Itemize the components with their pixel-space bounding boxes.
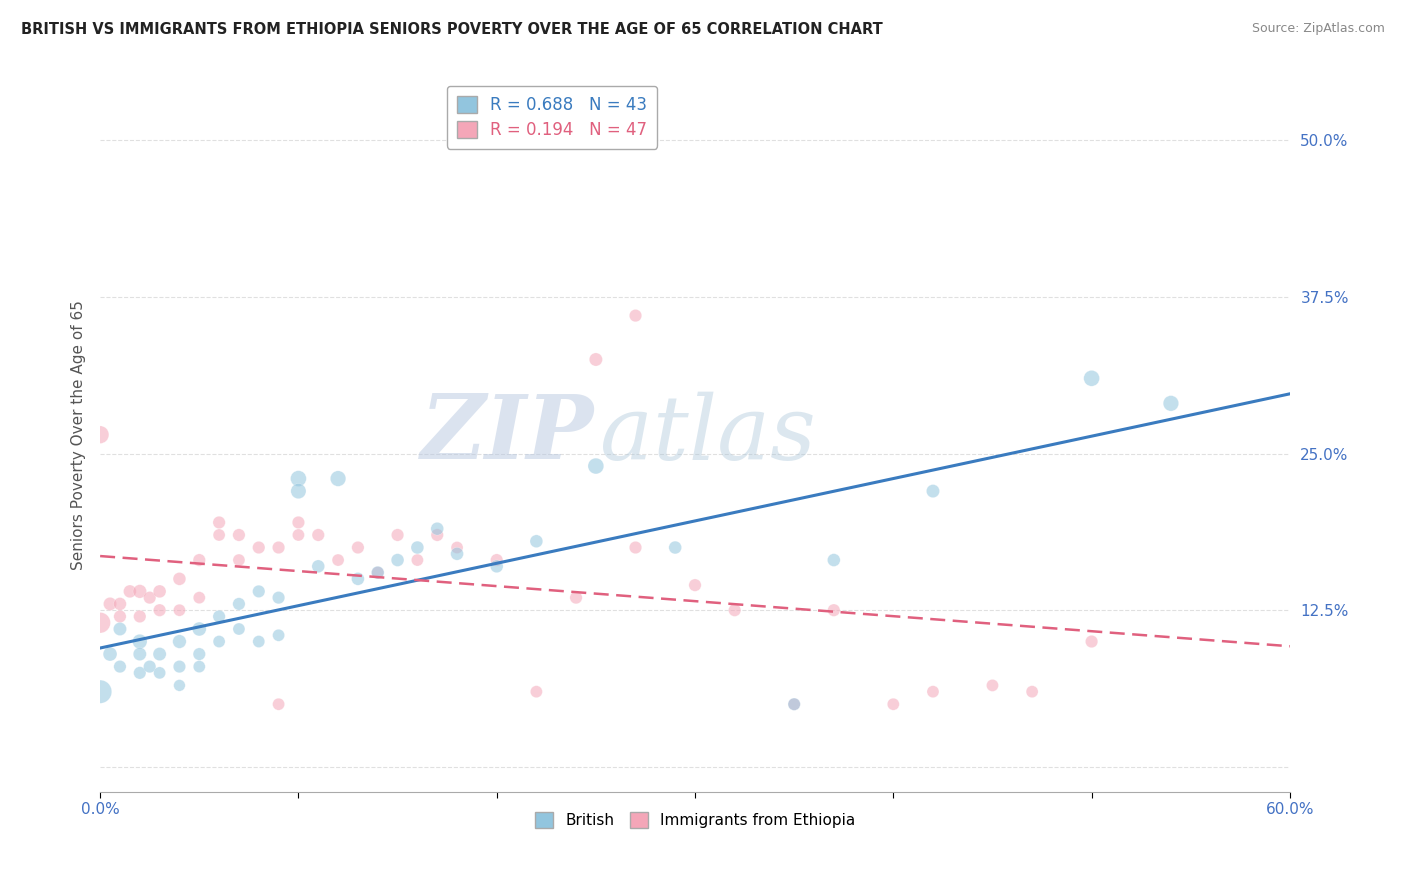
- Point: [89, 684, 111, 698]
- Point: [188, 659, 211, 673]
- Point: [208, 609, 231, 624]
- Point: [188, 622, 211, 636]
- Point: [624, 309, 647, 323]
- Point: [347, 572, 370, 586]
- Text: Source: ZipAtlas.com: Source: ZipAtlas.com: [1251, 22, 1385, 36]
- Point: [1080, 371, 1102, 385]
- Text: BRITISH VS IMMIGRANTS FROM ETHIOPIA SENIORS POVERTY OVER THE AGE OF 65 CORRELATI: BRITISH VS IMMIGRANTS FROM ETHIOPIA SENI…: [21, 22, 883, 37]
- Point: [446, 541, 468, 555]
- Point: [138, 659, 160, 673]
- Point: [108, 659, 131, 673]
- Point: [387, 553, 409, 567]
- Point: [922, 484, 945, 499]
- Point: [307, 528, 329, 542]
- Point: [267, 541, 290, 555]
- Point: [169, 603, 191, 617]
- Point: [128, 634, 150, 648]
- Point: [128, 665, 150, 680]
- Point: [208, 634, 231, 648]
- Point: [347, 541, 370, 555]
- Point: [1021, 684, 1043, 698]
- Point: [267, 628, 290, 642]
- Point: [188, 553, 211, 567]
- Point: [149, 603, 172, 617]
- Point: [228, 597, 250, 611]
- Point: [882, 697, 904, 711]
- Point: [267, 591, 290, 605]
- Point: [267, 697, 290, 711]
- Point: [524, 534, 547, 549]
- Point: [624, 541, 647, 555]
- Point: [287, 528, 309, 542]
- Point: [585, 458, 607, 473]
- Point: [326, 472, 349, 486]
- Point: [922, 684, 945, 698]
- Point: [585, 352, 607, 367]
- Point: [406, 541, 429, 555]
- Point: [228, 553, 250, 567]
- Point: [783, 697, 806, 711]
- Point: [149, 584, 172, 599]
- Point: [118, 584, 141, 599]
- Point: [169, 659, 191, 673]
- Point: [128, 647, 150, 661]
- Point: [108, 609, 131, 624]
- Text: ZIP: ZIP: [420, 392, 593, 478]
- Point: [1160, 396, 1182, 410]
- Point: [128, 609, 150, 624]
- Point: [823, 603, 845, 617]
- Text: atlas: atlas: [600, 392, 815, 478]
- Point: [98, 597, 121, 611]
- Point: [565, 591, 588, 605]
- Point: [307, 559, 329, 574]
- Point: [108, 622, 131, 636]
- Point: [823, 553, 845, 567]
- Point: [247, 634, 270, 648]
- Point: [188, 647, 211, 661]
- Point: [426, 528, 449, 542]
- Point: [287, 484, 309, 499]
- Point: [524, 684, 547, 698]
- Point: [367, 566, 389, 580]
- Point: [169, 572, 191, 586]
- Point: [169, 634, 191, 648]
- Point: [89, 427, 111, 442]
- Point: [208, 516, 231, 530]
- Point: [724, 603, 747, 617]
- Point: [426, 522, 449, 536]
- Point: [1080, 634, 1102, 648]
- Point: [664, 541, 686, 555]
- Point: [683, 578, 706, 592]
- Point: [247, 541, 270, 555]
- Point: [228, 622, 250, 636]
- Point: [98, 647, 121, 661]
- Point: [128, 584, 150, 599]
- Point: [406, 553, 429, 567]
- Point: [149, 665, 172, 680]
- Point: [485, 559, 508, 574]
- Point: [387, 528, 409, 542]
- Y-axis label: Seniors Poverty Over the Age of 65: Seniors Poverty Over the Age of 65: [72, 300, 86, 570]
- Point: [247, 584, 270, 599]
- Point: [367, 566, 389, 580]
- Point: [287, 472, 309, 486]
- Point: [446, 547, 468, 561]
- Point: [783, 697, 806, 711]
- Legend: British, Immigrants from Ethiopia: British, Immigrants from Ethiopia: [529, 806, 862, 834]
- Point: [287, 516, 309, 530]
- Point: [169, 678, 191, 692]
- Point: [108, 597, 131, 611]
- Point: [89, 615, 111, 630]
- Point: [138, 591, 160, 605]
- Point: [228, 528, 250, 542]
- Point: [208, 528, 231, 542]
- Point: [485, 553, 508, 567]
- Point: [188, 591, 211, 605]
- Point: [149, 647, 172, 661]
- Point: [326, 553, 349, 567]
- Point: [981, 678, 1004, 692]
